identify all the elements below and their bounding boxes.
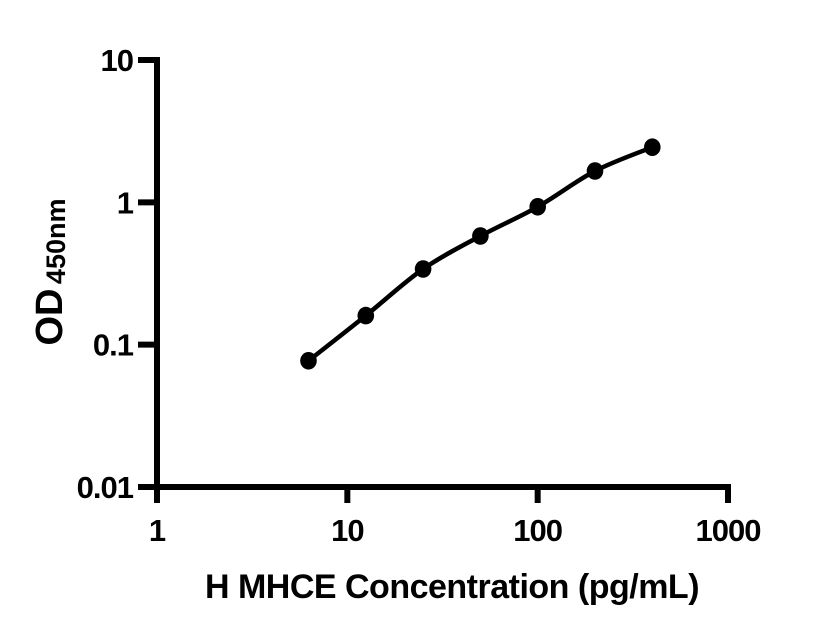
y-tick-label: 1	[117, 185, 134, 220]
data-point-marker	[644, 138, 661, 156]
y-tick-label: 0.1	[93, 328, 134, 363]
data-point-marker	[472, 227, 489, 245]
y-axis-title: OD 450nm	[29, 198, 71, 345]
y-tick-label: 0.01	[77, 470, 134, 505]
x-tick-label: 100	[513, 513, 562, 548]
data-point-marker	[586, 162, 604, 180]
x-tick-label: 1	[149, 513, 166, 548]
data-point-marker	[529, 198, 546, 216]
y-axis: 0.01 0.1 1 10	[77, 43, 160, 505]
y-axis-title-main: OD	[29, 289, 71, 346]
x-tick-label: 1000	[696, 513, 761, 548]
y-axis-title-subscript: 450nm	[41, 198, 71, 284]
x-tick-labels: 1 10 100 1000	[149, 513, 762, 548]
x-axis: 1 10 100 1000	[149, 484, 762, 548]
x-axis-title: H MHCE Concentration (pg/mL)	[205, 568, 699, 606]
data-point-marker	[357, 306, 375, 325]
x-tick-label: 10	[331, 513, 363, 548]
data-point-marker	[300, 352, 317, 370]
data-point-marker	[414, 260, 432, 278]
y-tick-label: 10	[101, 43, 133, 78]
fitted-curve-line	[306, 144, 655, 364]
y-tick-labels: 0.01 0.1 1 10	[77, 43, 135, 505]
data-points	[300, 138, 661, 370]
x-ticks	[154, 486, 731, 503]
